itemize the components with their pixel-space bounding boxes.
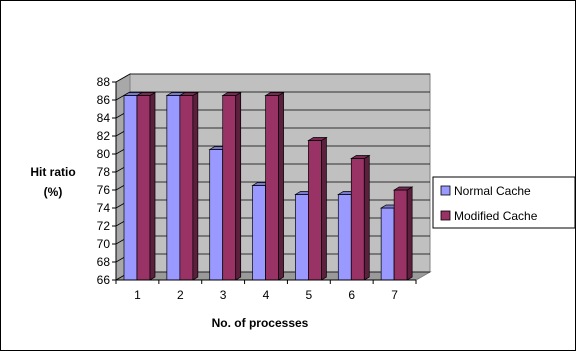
bar-top [135,92,157,96]
bar-front [179,95,194,281]
bar-side [321,136,327,281]
bar-front [265,95,279,281]
bar-top [221,92,242,96]
bar-modified-cache-1 [135,91,157,281]
bar-front [337,194,352,281]
x-tick-label: 7 [391,288,398,302]
y-tick-label: 74 [97,201,111,215]
bar-modified-cache-2 [178,91,200,281]
x-tick-label: 6 [348,288,355,302]
bar-modified-cache-5 [307,136,328,281]
y-tick-label: 72 [97,219,111,233]
y-tick-label: 84 [97,111,111,125]
axes [115,82,416,281]
y-axis-ticks: 66 68 70 72 74 76 78 80 82 84 86 88 [97,75,116,287]
legend: Normal Cache Modified Cache [432,176,576,229]
bar-front [252,185,266,281]
bar-top [307,137,328,141]
x-axis-ticks: 1 2 3 4 5 6 7 [115,280,417,302]
legend-swatch-modified-cache [440,210,451,221]
bar-side [235,91,242,281]
x-axis-title: No. of processes [212,316,309,330]
bar-modified-cache-4 [264,91,285,281]
y-tick-label: 82 [97,129,111,143]
bar-front [166,95,181,281]
y-tick-label: 80 [97,147,111,161]
y-tick-label: 76 [97,183,111,197]
y-tick-label: 86 [97,93,111,107]
bar-front [380,207,395,281]
bar-side [406,186,413,281]
bar-top [392,186,414,191]
bar-front [393,189,408,281]
legend-box [432,176,576,229]
x-tick-label: 3 [220,288,227,302]
y-axis-title-line1: Hit ratio [30,165,75,179]
bar-modified-cache-3 [221,91,242,281]
bar-side [278,91,284,281]
bar-top [350,155,371,159]
bar-front [222,95,237,281]
legend-label-normal-cache: Normal Cache [454,184,531,198]
bar-front [209,149,224,281]
bar-front [136,95,151,281]
bar-front [308,140,322,281]
bar-front [350,158,365,281]
gridline [115,73,430,83]
bar-top [178,92,200,96]
x-tick-label: 2 [177,288,184,302]
y-tick-label: 88 [97,75,111,89]
bars [122,91,414,281]
bar-side [149,91,156,281]
y-tick-label: 70 [97,237,111,251]
bar-front [123,95,138,281]
x-tick-label: 5 [306,288,313,302]
gridline [115,91,430,101]
bar-modified-cache-7 [392,186,414,281]
y-tick-label: 66 [97,273,111,287]
x-tick-label: 1 [134,288,141,302]
bar-side [192,91,199,281]
y-axis-title-line2: (%) [44,185,63,199]
x-tick-label: 4 [263,288,270,302]
bar-modified-cache-6 [350,154,371,281]
bar-side [363,154,370,281]
y-tick-label: 78 [97,165,111,179]
legend-swatch-normal-cache [440,185,451,196]
bar-front [295,194,309,281]
legend-label-modified-cache: Modified Cache [454,209,538,223]
bar-top [264,92,285,96]
y-tick-label: 68 [97,255,111,269]
